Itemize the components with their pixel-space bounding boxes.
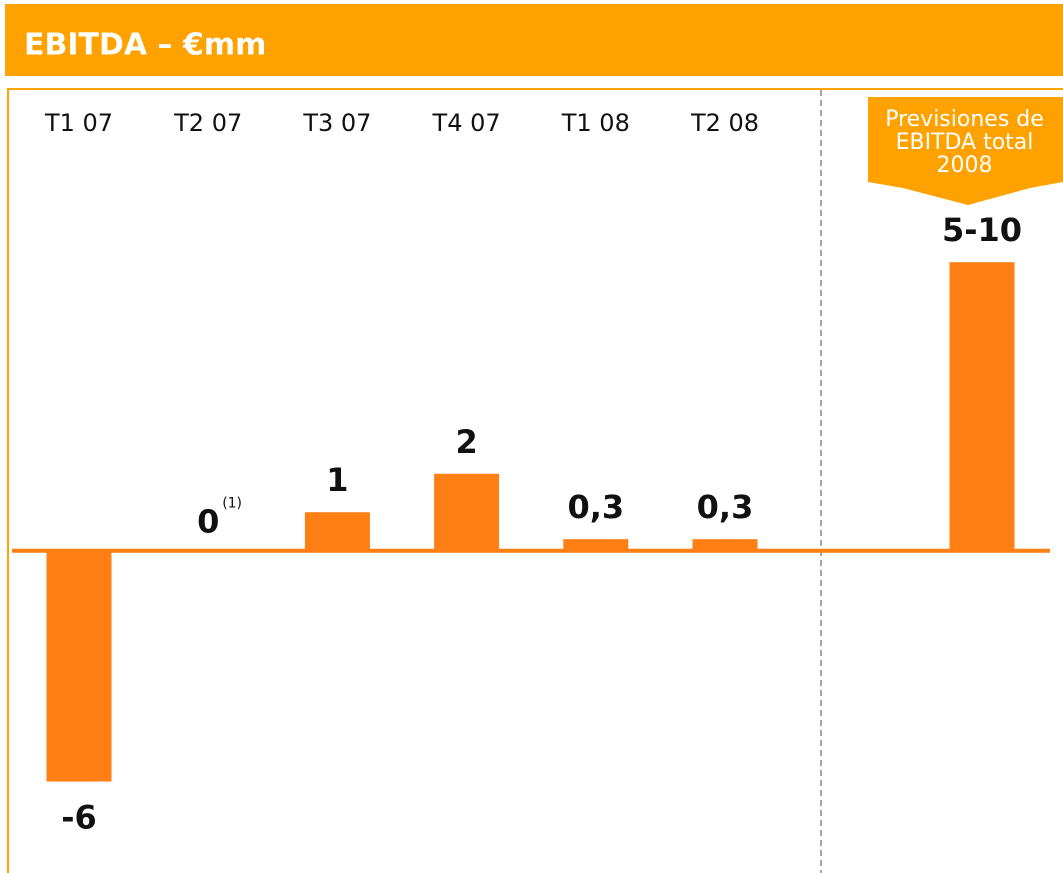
value-label: 0 (197, 503, 219, 541)
x-tick-label: T2 08 (690, 109, 759, 137)
x-tick-label: T1 08 (561, 109, 630, 137)
value-label: 2 (455, 423, 477, 461)
value-label: 5-10 (942, 211, 1022, 249)
x-tick-label: T2 07 (173, 109, 242, 137)
chart-title: EBITDA – €mm (24, 28, 266, 63)
x-tick-label: T3 07 (302, 109, 371, 137)
header-bar (5, 4, 1063, 76)
bar (949, 262, 1015, 551)
x-tick-label: T4 07 (432, 109, 501, 137)
value-label: 0,3 (567, 488, 624, 526)
bar (692, 539, 758, 551)
bar (304, 512, 370, 551)
value-label: 1 (326, 461, 348, 499)
value-label: 0,3 (697, 488, 754, 526)
bar (434, 473, 500, 551)
forecast-label-box: Previsiones de EBITDA total 2008 (885, 108, 1044, 178)
footnote-marker: (1) (222, 496, 242, 512)
bar (46, 550, 112, 782)
x-tick-label: Previsiones de EBITDA total 2008 (885, 108, 1044, 178)
bar (563, 539, 629, 551)
forecast-banner (868, 97, 1063, 205)
value-label: -6 (61, 799, 97, 837)
x-tick-label: T1 07 (44, 109, 113, 137)
